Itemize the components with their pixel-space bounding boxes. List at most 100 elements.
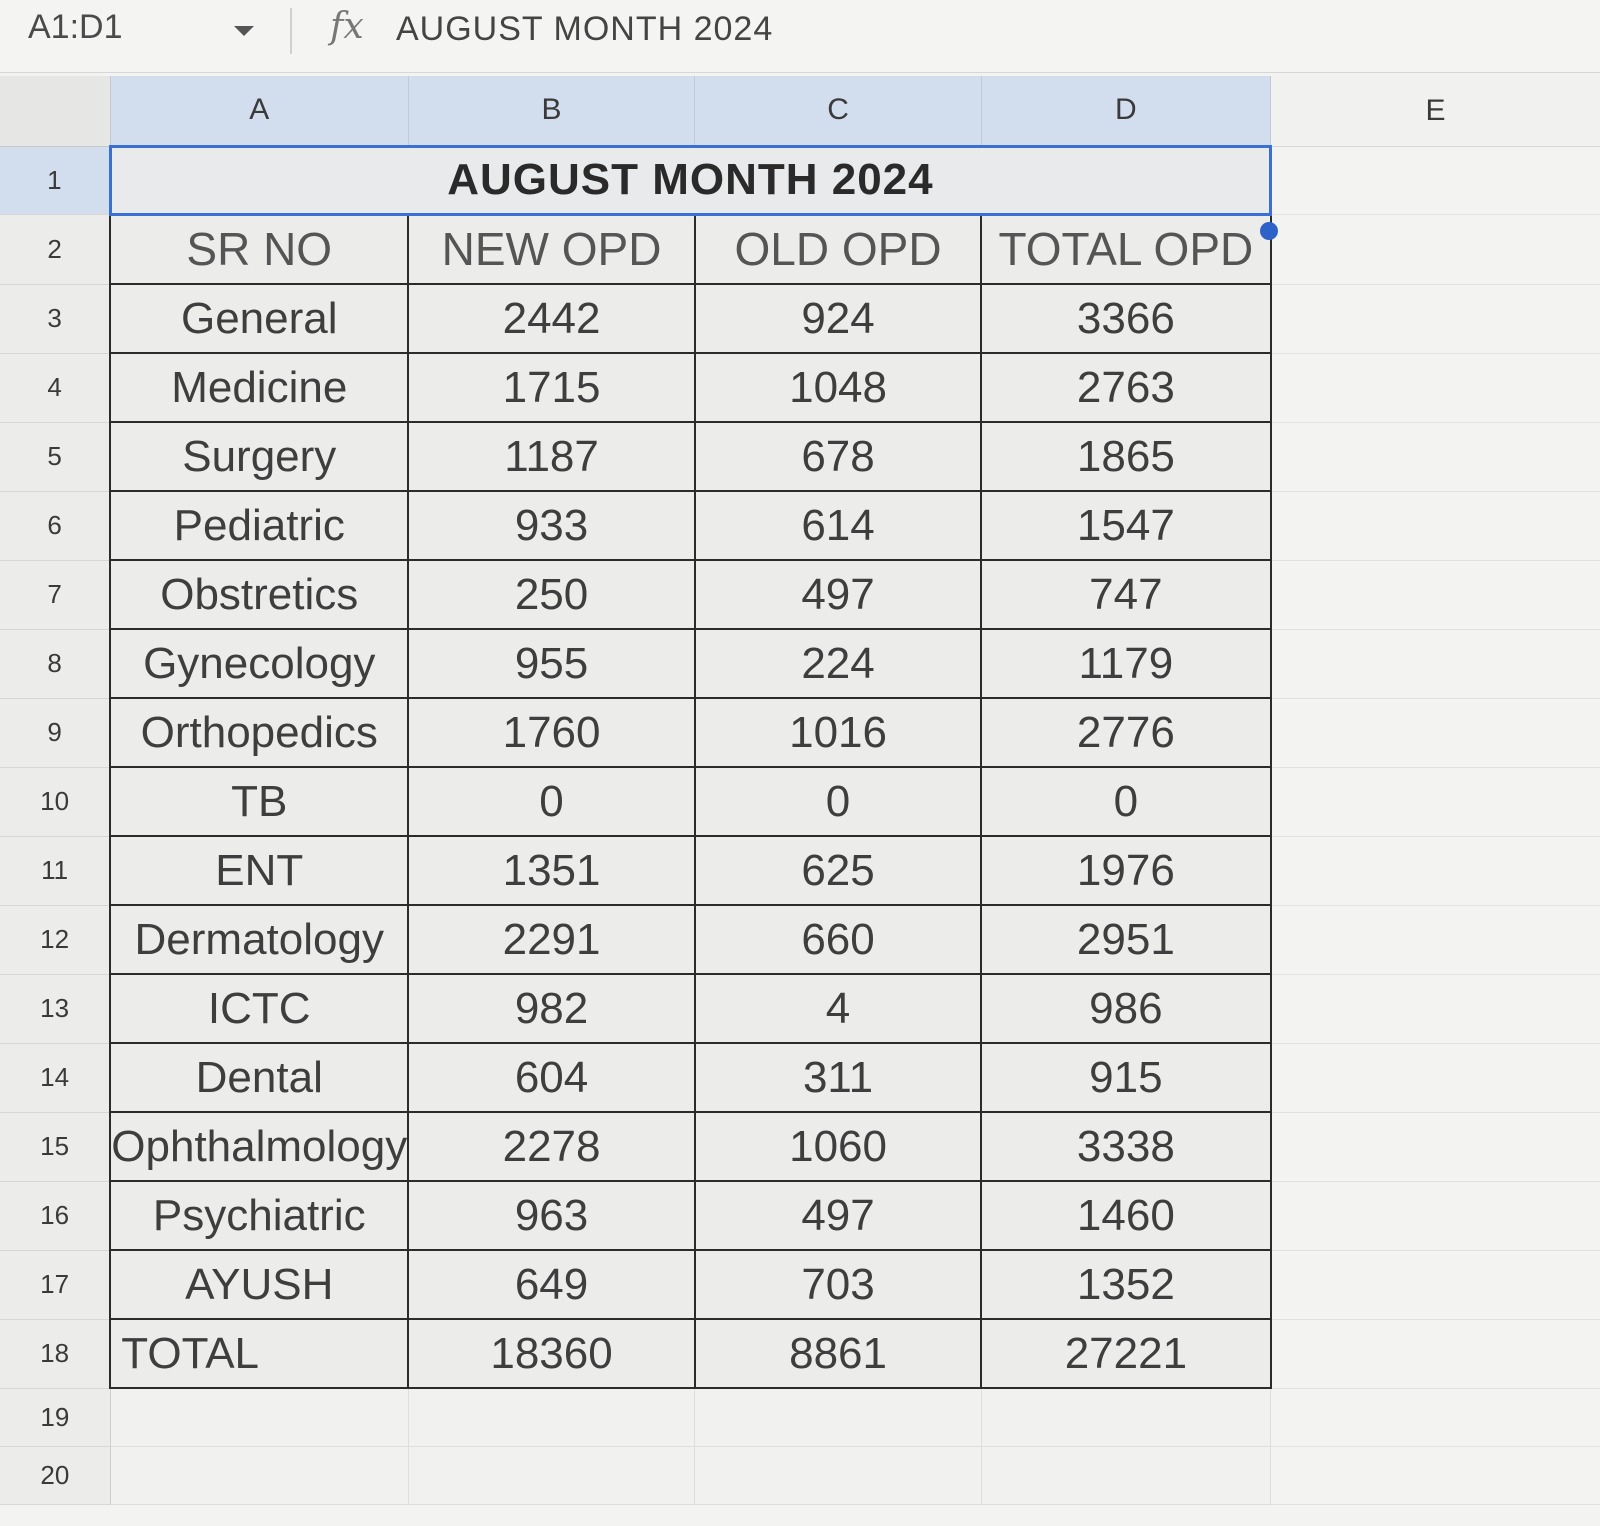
row-header[interactable]: 12 — [0, 905, 111, 975]
value-cell[interactable]: 1547 — [980, 490, 1272, 561]
value-cell[interactable]: 250 — [407, 559, 696, 630]
value-cell[interactable]: 2278 — [407, 1111, 696, 1182]
empty-cell[interactable] — [1270, 422, 1600, 492]
column-header-b[interactable]: B — [408, 76, 696, 147]
empty-cell[interactable] — [981, 1446, 1272, 1505]
empty-cell[interactable] — [1270, 214, 1600, 285]
empty-cell[interactable] — [1270, 284, 1600, 354]
value-cell[interactable]: 1016 — [693, 697, 983, 768]
row-header[interactable]: 5 — [0, 422, 111, 492]
empty-cell[interactable] — [1270, 1388, 1600, 1447]
value-cell[interactable]: 1352 — [980, 1249, 1272, 1320]
value-cell[interactable]: 497 — [693, 1180, 983, 1251]
value-cell[interactable]: 678 — [693, 421, 983, 492]
value-cell[interactable]: 0 — [693, 766, 983, 837]
department-cell[interactable]: Pediatric — [109, 490, 410, 561]
header-cell[interactable]: SR NO — [109, 213, 410, 285]
value-cell[interactable]: 915 — [980, 1042, 1272, 1113]
column-header-d[interactable]: D — [981, 76, 1272, 147]
row-header[interactable]: 10 — [0, 767, 111, 837]
value-cell[interactable]: 747 — [980, 559, 1272, 630]
value-cell[interactable]: 1460 — [980, 1180, 1272, 1251]
value-cell[interactable]: 3338 — [980, 1111, 1272, 1182]
chevron-down-icon[interactable] — [234, 26, 254, 36]
select-all-corner[interactable] — [0, 76, 111, 147]
row-header[interactable]: 11 — [0, 836, 111, 906]
value-cell[interactable]: 933 — [407, 490, 696, 561]
value-cell[interactable]: 649 — [407, 1249, 696, 1320]
department-cell[interactable]: Dental — [109, 1042, 410, 1113]
value-cell[interactable]: 1187 — [407, 421, 696, 492]
department-cell[interactable]: Orthopedics — [109, 697, 410, 768]
row-header[interactable]: 3 — [0, 284, 111, 354]
empty-cell[interactable] — [1270, 1250, 1600, 1320]
department-cell[interactable]: Psychiatric — [109, 1180, 410, 1251]
row-header[interactable]: 8 — [0, 629, 111, 699]
value-cell[interactable]: 955 — [407, 628, 696, 699]
department-cell[interactable]: AYUSH — [109, 1249, 410, 1320]
value-cell[interactable]: 1351 — [407, 835, 696, 906]
value-cell[interactable]: 982 — [407, 973, 696, 1044]
empty-cell[interactable] — [694, 1388, 982, 1447]
value-cell[interactable]: 1060 — [693, 1111, 983, 1182]
value-cell[interactable]: 311 — [693, 1042, 983, 1113]
empty-cell[interactable] — [110, 1388, 409, 1447]
value-cell[interactable]: 27221 — [980, 1318, 1272, 1389]
empty-cell[interactable] — [1270, 629, 1600, 699]
value-cell[interactable]: 1179 — [980, 628, 1272, 699]
row-header[interactable]: 14 — [0, 1043, 111, 1113]
empty-cell[interactable] — [110, 1446, 409, 1505]
value-cell[interactable]: 924 — [693, 283, 983, 354]
department-cell[interactable]: ENT — [109, 835, 410, 906]
value-cell[interactable]: 604 — [407, 1042, 696, 1113]
value-cell[interactable]: 3366 — [980, 283, 1272, 354]
department-cell[interactable]: TB — [109, 766, 410, 837]
empty-cell[interactable] — [1270, 1446, 1600, 1505]
value-cell[interactable]: 497 — [693, 559, 983, 630]
department-cell[interactable]: ICTC — [109, 973, 410, 1044]
selection-fill-handle[interactable] — [1260, 222, 1278, 240]
name-box[interactable]: A1:D1 — [28, 8, 123, 46]
empty-cell[interactable] — [1270, 1112, 1600, 1182]
empty-cell[interactable] — [1270, 1319, 1600, 1389]
value-cell[interactable]: 1976 — [980, 835, 1272, 906]
row-header[interactable]: 15 — [0, 1112, 111, 1182]
value-cell[interactable]: 1865 — [980, 421, 1272, 492]
empty-cell[interactable] — [1270, 560, 1600, 630]
department-cell[interactable]: Dermatology — [109, 904, 410, 975]
value-cell[interactable]: 224 — [693, 628, 983, 699]
value-cell[interactable]: 2763 — [980, 352, 1272, 423]
column-header-e[interactable]: E — [1270, 76, 1600, 147]
value-cell[interactable]: 2442 — [407, 283, 696, 354]
row-header[interactable]: 9 — [0, 698, 111, 768]
empty-cell[interactable] — [408, 1446, 696, 1505]
empty-cell[interactable] — [981, 1388, 1272, 1447]
value-cell[interactable]: 1715 — [407, 352, 696, 423]
column-header-c[interactable]: C — [694, 76, 982, 147]
value-cell[interactable]: 1048 — [693, 352, 983, 423]
empty-cell[interactable] — [1270, 974, 1600, 1044]
value-cell[interactable]: 625 — [693, 835, 983, 906]
row-header[interactable]: 6 — [0, 491, 111, 561]
row-header[interactable]: 16 — [0, 1181, 111, 1251]
empty-cell[interactable] — [1270, 353, 1600, 423]
department-cell[interactable]: TOTAL — [109, 1318, 410, 1389]
row-header[interactable]: 4 — [0, 353, 111, 423]
empty-cell[interactable] — [1270, 1043, 1600, 1113]
value-cell[interactable]: 2951 — [980, 904, 1272, 975]
row-header[interactable]: 17 — [0, 1250, 111, 1320]
header-cell[interactable]: TOTAL OPD — [980, 213, 1272, 285]
row-header[interactable]: 20 — [0, 1446, 111, 1505]
title-cell[interactable]: AUGUST MONTH 2024 — [108, 144, 1273, 216]
value-cell[interactable]: 18360 — [407, 1318, 696, 1389]
value-cell[interactable]: 986 — [980, 973, 1272, 1044]
value-cell[interactable]: 963 — [407, 1180, 696, 1251]
column-header-a[interactable]: A — [110, 76, 409, 147]
value-cell[interactable]: 0 — [980, 766, 1272, 837]
department-cell[interactable]: Surgery — [109, 421, 410, 492]
value-cell[interactable]: 660 — [693, 904, 983, 975]
value-cell[interactable]: 614 — [693, 490, 983, 561]
header-cell[interactable]: NEW OPD — [407, 213, 696, 285]
value-cell[interactable]: 8861 — [693, 1318, 983, 1389]
department-cell[interactable]: General — [109, 283, 410, 354]
